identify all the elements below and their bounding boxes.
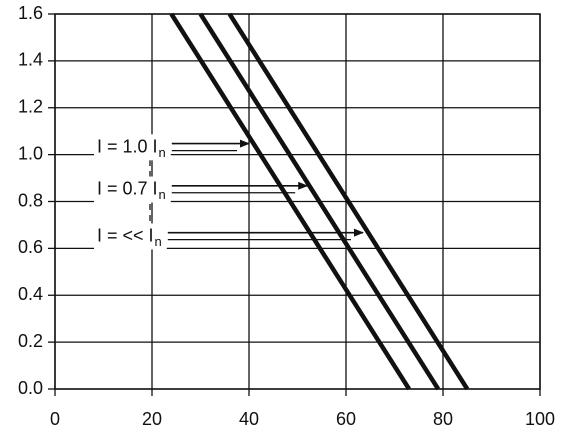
y-tick-label: 0.2 bbox=[18, 331, 43, 351]
annotation-subscript: n bbox=[155, 234, 162, 249]
x-tick-label: 80 bbox=[433, 409, 453, 429]
y-tick-label: 0.8 bbox=[18, 190, 43, 210]
plot-frame bbox=[54, 13, 541, 390]
x-tick-label: 0 bbox=[50, 409, 60, 429]
y-tick-label: 1.0 bbox=[18, 143, 43, 163]
y-tick-label: 1.2 bbox=[18, 97, 43, 117]
y-tick-label: 0.4 bbox=[18, 284, 43, 304]
label-background bbox=[94, 176, 171, 203]
y-tick-label: 0.0 bbox=[18, 378, 43, 398]
x-tick-label: 60 bbox=[336, 409, 356, 429]
label-background bbox=[94, 223, 167, 250]
annotation-label: I = 0.7 I bbox=[97, 179, 158, 199]
curve bbox=[198, 12, 441, 391]
curve bbox=[227, 12, 470, 391]
y-tick-label: 0.6 bbox=[18, 237, 43, 257]
label-background bbox=[94, 134, 171, 161]
annotation-label: I = 1.0 I bbox=[97, 136, 158, 156]
x-tick-label: 100 bbox=[525, 409, 555, 429]
curve bbox=[169, 12, 411, 391]
annotation-subscript: n bbox=[159, 187, 166, 202]
y-tick-label: 1.4 bbox=[18, 50, 43, 70]
annotation-label: I = << I bbox=[97, 225, 154, 245]
x-tick-label: 40 bbox=[239, 409, 259, 429]
x-tick-label: 20 bbox=[142, 409, 162, 429]
y-tick-label: 1.6 bbox=[18, 3, 43, 23]
annotation-subscript: n bbox=[159, 145, 166, 160]
